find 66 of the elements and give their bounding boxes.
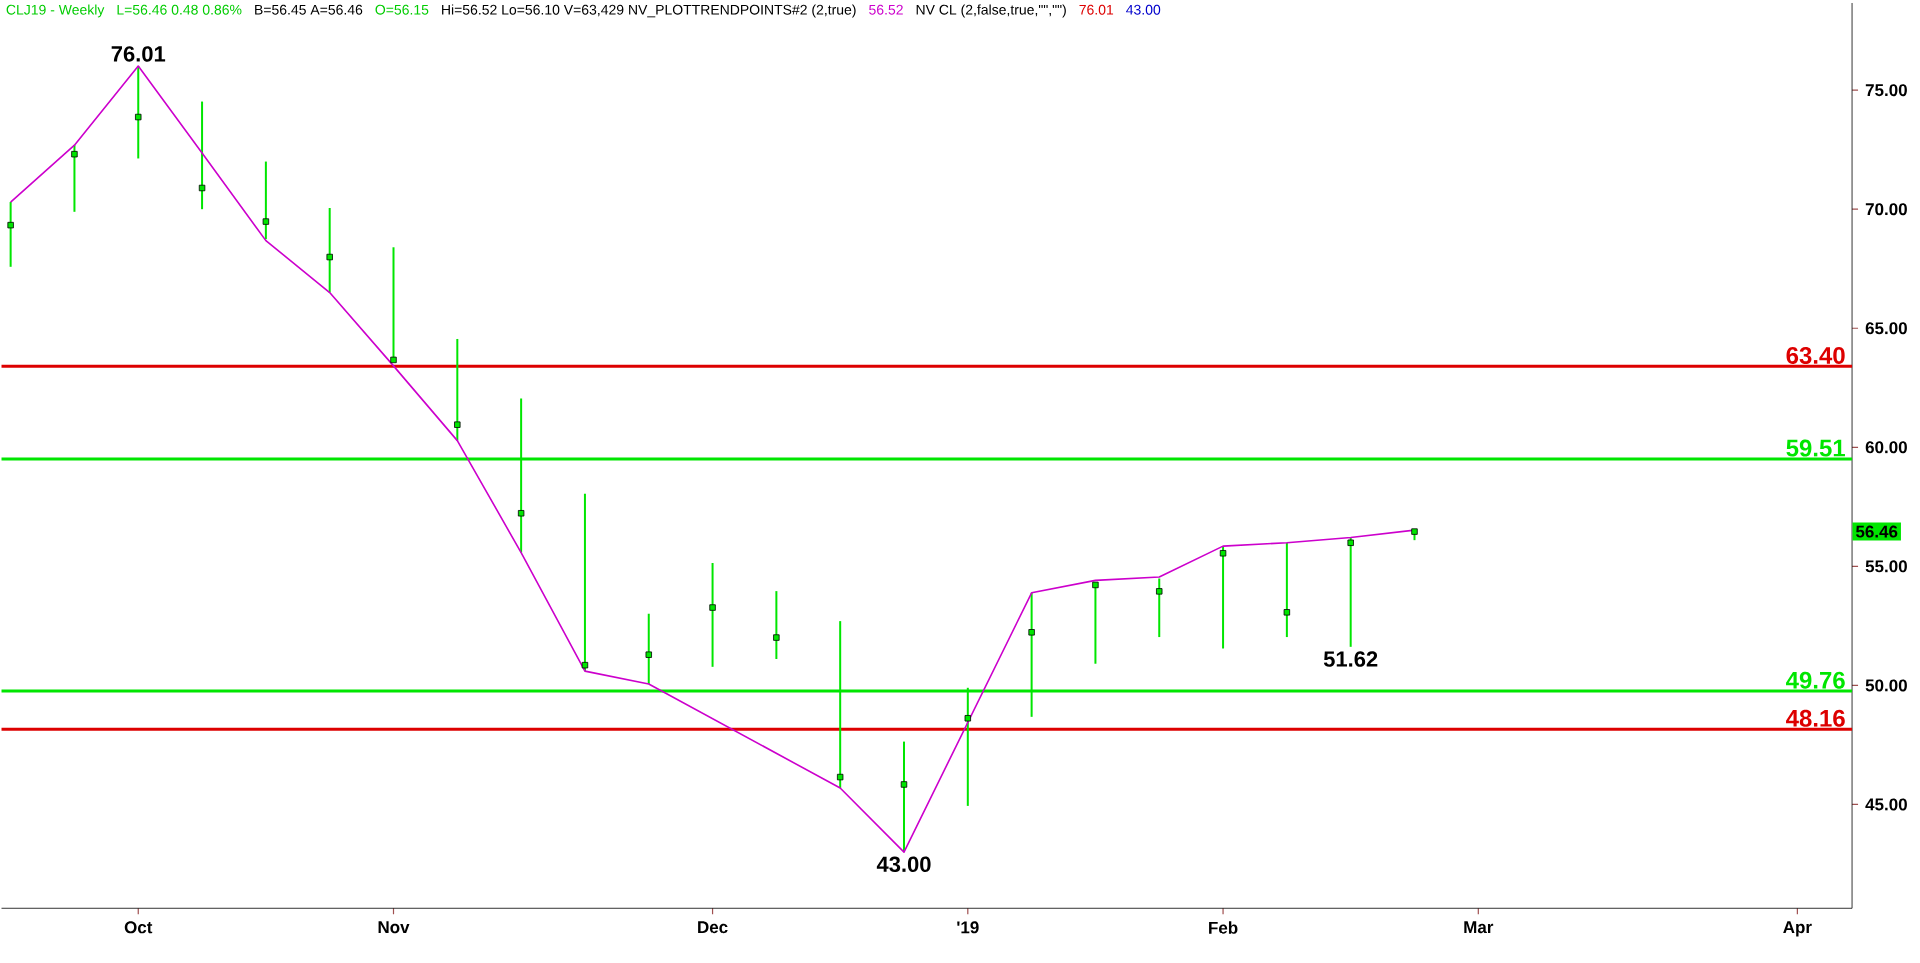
annotation: 56.52 xyxy=(869,4,903,15)
annotation: 43.00 xyxy=(876,856,931,872)
point xyxy=(709,604,716,611)
annotation: B=56.45 A=56.46 xyxy=(255,4,363,15)
point xyxy=(645,651,652,658)
annotation: 43.00 xyxy=(1126,4,1161,15)
bar xyxy=(137,65,140,159)
text: 56.46 xyxy=(1855,525,1898,538)
point xyxy=(581,661,589,669)
point xyxy=(1283,609,1291,616)
bar xyxy=(1285,542,1288,637)
x-tick-label: Oct xyxy=(124,921,153,934)
point xyxy=(1156,588,1163,595)
point xyxy=(900,781,908,788)
y-tick-label: 45.00 xyxy=(1865,798,1907,811)
point xyxy=(773,634,780,641)
point xyxy=(7,221,14,229)
point xyxy=(71,150,78,158)
x-tick-label: Mar xyxy=(1464,921,1494,934)
point xyxy=(135,113,142,121)
chart-title: CLJ19 - Weekly xyxy=(6,4,105,18)
point xyxy=(454,421,461,428)
point xyxy=(326,253,333,261)
point xyxy=(390,356,397,363)
bar xyxy=(902,741,905,852)
annotation: 76.01 xyxy=(111,46,166,62)
point xyxy=(517,509,525,517)
y-tick-label: 70.00 xyxy=(1865,203,1907,216)
x-tick-label: Dec xyxy=(698,921,728,934)
y-tick-label: 50.00 xyxy=(1865,679,1907,692)
bar xyxy=(775,591,778,659)
x-tick-label: Nov xyxy=(378,921,410,934)
bar xyxy=(264,161,267,240)
annotation: L=56.46 0.48 0.86% xyxy=(117,4,242,15)
bar xyxy=(201,101,204,210)
annotation: O=56.15 xyxy=(375,4,429,15)
ref-line-label: 49.76 xyxy=(1786,671,1845,689)
point xyxy=(262,218,270,225)
point xyxy=(1092,581,1099,589)
point xyxy=(836,773,844,781)
ref-line-label: 63.40 xyxy=(1786,346,1845,364)
point xyxy=(1028,629,1035,636)
y-tick-label: 65.00 xyxy=(1865,322,1907,335)
point xyxy=(1219,549,1227,557)
y-tick-label: 55.00 xyxy=(1865,560,1907,573)
x-tick-label: '19 xyxy=(957,921,979,934)
annotation: 51.62 xyxy=(1323,651,1378,667)
ref-line-label: 59.51 xyxy=(1786,439,1845,457)
point xyxy=(198,184,206,192)
ref-line-label: 48.16 xyxy=(1786,709,1845,727)
point xyxy=(1347,539,1354,546)
annotation: NV CL (2,false,true,"","") xyxy=(916,4,1066,18)
bar xyxy=(1222,546,1225,649)
bar xyxy=(711,562,714,667)
bar xyxy=(456,338,459,441)
y-tick-label: 60.00 xyxy=(1865,441,1907,454)
annotation: Hi=56.52 Lo=56.10 V=63,429 NV_PLOTTRENDPOINTS#2 (2,true) xyxy=(442,4,856,18)
annotation: 76.01 xyxy=(1079,4,1114,15)
point xyxy=(964,714,972,722)
x-tick-label: Apr xyxy=(1783,921,1812,937)
bar xyxy=(328,207,331,293)
bar xyxy=(1349,537,1352,647)
bar xyxy=(583,493,586,672)
y-tick-label: 75.00 xyxy=(1865,84,1907,97)
x-tick-label: Feb xyxy=(1209,921,1238,934)
point xyxy=(1411,528,1418,535)
